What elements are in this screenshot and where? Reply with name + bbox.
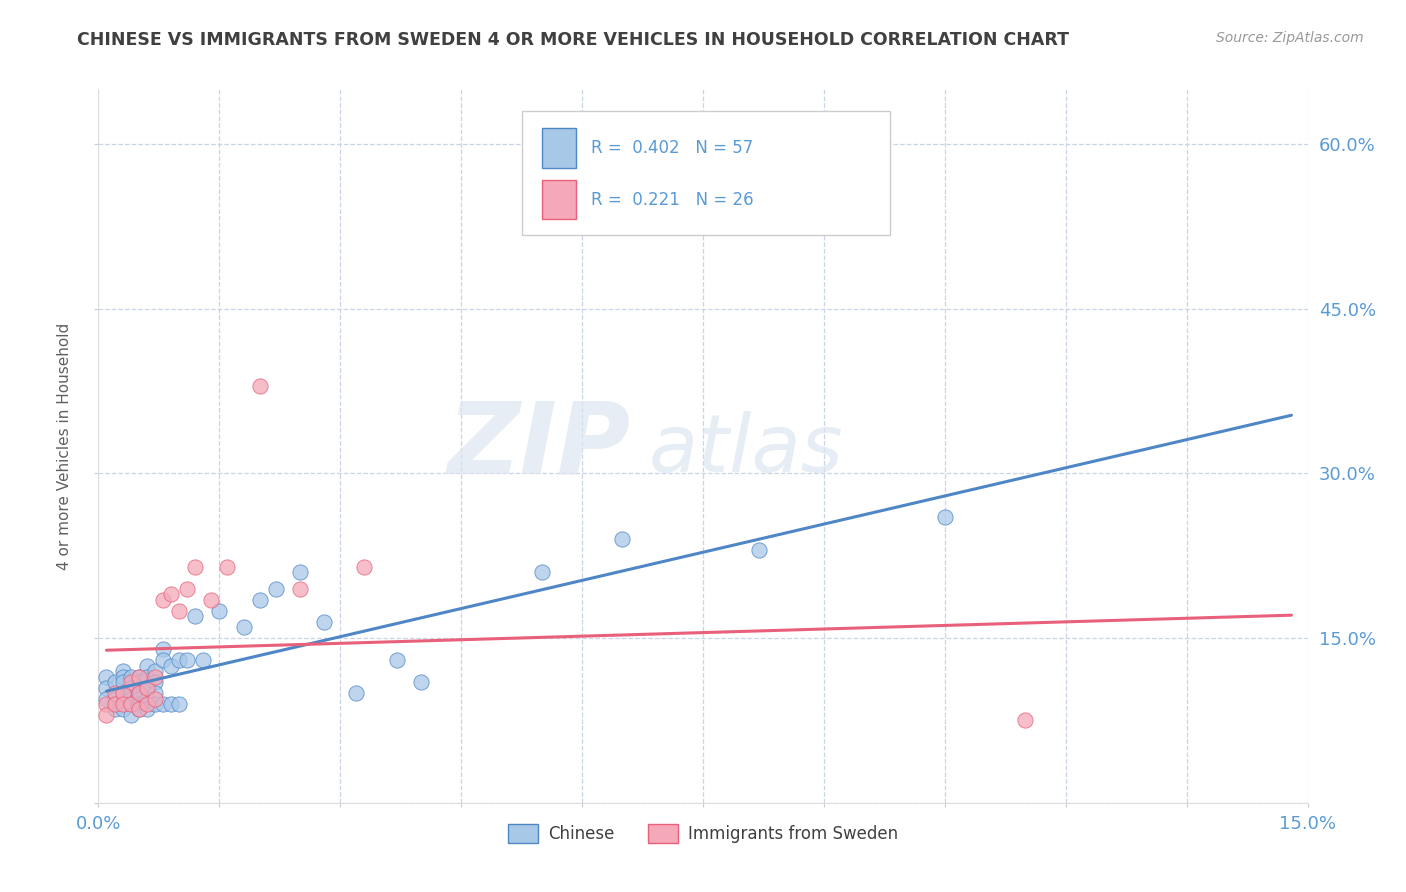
- Point: [152, 642, 174, 657]
- Point: [152, 592, 174, 607]
- Point: [120, 669, 142, 683]
- Point: [96, 697, 118, 711]
- Point: [152, 697, 174, 711]
- Point: [111, 691, 134, 706]
- Point: [176, 653, 198, 667]
- Point: [160, 697, 183, 711]
- Point: [249, 378, 271, 392]
- Point: [249, 592, 271, 607]
- Point: [128, 669, 150, 683]
- Point: [128, 669, 150, 683]
- Point: [1014, 714, 1036, 728]
- Text: R =  0.402   N = 57: R = 0.402 N = 57: [591, 139, 752, 157]
- Y-axis label: 4 or more Vehicles in Household: 4 or more Vehicles in Household: [58, 322, 72, 570]
- FancyBboxPatch shape: [543, 180, 576, 219]
- Point: [96, 691, 118, 706]
- FancyBboxPatch shape: [522, 111, 890, 235]
- Point: [111, 686, 134, 700]
- Point: [103, 697, 125, 711]
- Point: [160, 658, 183, 673]
- Point: [184, 559, 207, 574]
- Point: [135, 681, 157, 695]
- Point: [193, 653, 215, 667]
- Point: [111, 675, 134, 690]
- Point: [128, 702, 150, 716]
- Point: [96, 681, 118, 695]
- Point: [612, 533, 634, 547]
- Point: [135, 702, 157, 716]
- Point: [120, 686, 142, 700]
- Point: [934, 510, 956, 524]
- Point: [128, 702, 150, 716]
- Point: [748, 543, 770, 558]
- Point: [111, 697, 134, 711]
- Point: [208, 604, 231, 618]
- Point: [103, 697, 125, 711]
- Point: [103, 675, 125, 690]
- Point: [143, 686, 166, 700]
- Point: [143, 691, 166, 706]
- Point: [143, 669, 166, 683]
- Point: [103, 691, 125, 706]
- Point: [167, 653, 190, 667]
- Point: [128, 686, 150, 700]
- FancyBboxPatch shape: [543, 128, 576, 168]
- Point: [167, 604, 190, 618]
- Point: [111, 664, 134, 678]
- Point: [288, 566, 311, 580]
- Point: [111, 702, 134, 716]
- Point: [128, 691, 150, 706]
- Point: [314, 615, 336, 629]
- Point: [200, 592, 222, 607]
- Point: [232, 620, 254, 634]
- Point: [120, 697, 142, 711]
- Point: [103, 702, 125, 716]
- Point: [288, 582, 311, 596]
- Point: [128, 675, 150, 690]
- Point: [128, 697, 150, 711]
- Text: CHINESE VS IMMIGRANTS FROM SWEDEN 4 OR MORE VEHICLES IN HOUSEHOLD CORRELATION CH: CHINESE VS IMMIGRANTS FROM SWEDEN 4 OR M…: [77, 31, 1070, 49]
- Point: [353, 559, 375, 574]
- Point: [176, 582, 198, 596]
- Point: [530, 566, 553, 580]
- Point: [152, 653, 174, 667]
- Point: [143, 664, 166, 678]
- Point: [167, 697, 190, 711]
- Text: R =  0.221   N = 26: R = 0.221 N = 26: [591, 191, 754, 209]
- Text: ZIP: ZIP: [447, 398, 630, 494]
- Point: [184, 609, 207, 624]
- Point: [128, 686, 150, 700]
- Point: [111, 686, 134, 700]
- Point: [160, 587, 183, 601]
- Point: [135, 658, 157, 673]
- Point: [120, 681, 142, 695]
- Point: [103, 686, 125, 700]
- Point: [143, 675, 166, 690]
- Point: [135, 681, 157, 695]
- Point: [120, 697, 142, 711]
- Point: [217, 559, 239, 574]
- Point: [120, 708, 142, 723]
- Point: [135, 669, 157, 683]
- Point: [385, 653, 408, 667]
- Point: [135, 697, 157, 711]
- Legend: Chinese, Immigrants from Sweden: Chinese, Immigrants from Sweden: [499, 815, 907, 852]
- Point: [96, 669, 118, 683]
- Point: [264, 582, 287, 596]
- Text: atlas: atlas: [648, 410, 844, 489]
- Text: Source: ZipAtlas.com: Source: ZipAtlas.com: [1216, 31, 1364, 45]
- Point: [143, 697, 166, 711]
- Point: [409, 675, 432, 690]
- Point: [111, 669, 134, 683]
- Point: [96, 708, 118, 723]
- Point: [135, 691, 157, 706]
- Point: [120, 691, 142, 706]
- Point: [344, 686, 367, 700]
- Point: [120, 675, 142, 690]
